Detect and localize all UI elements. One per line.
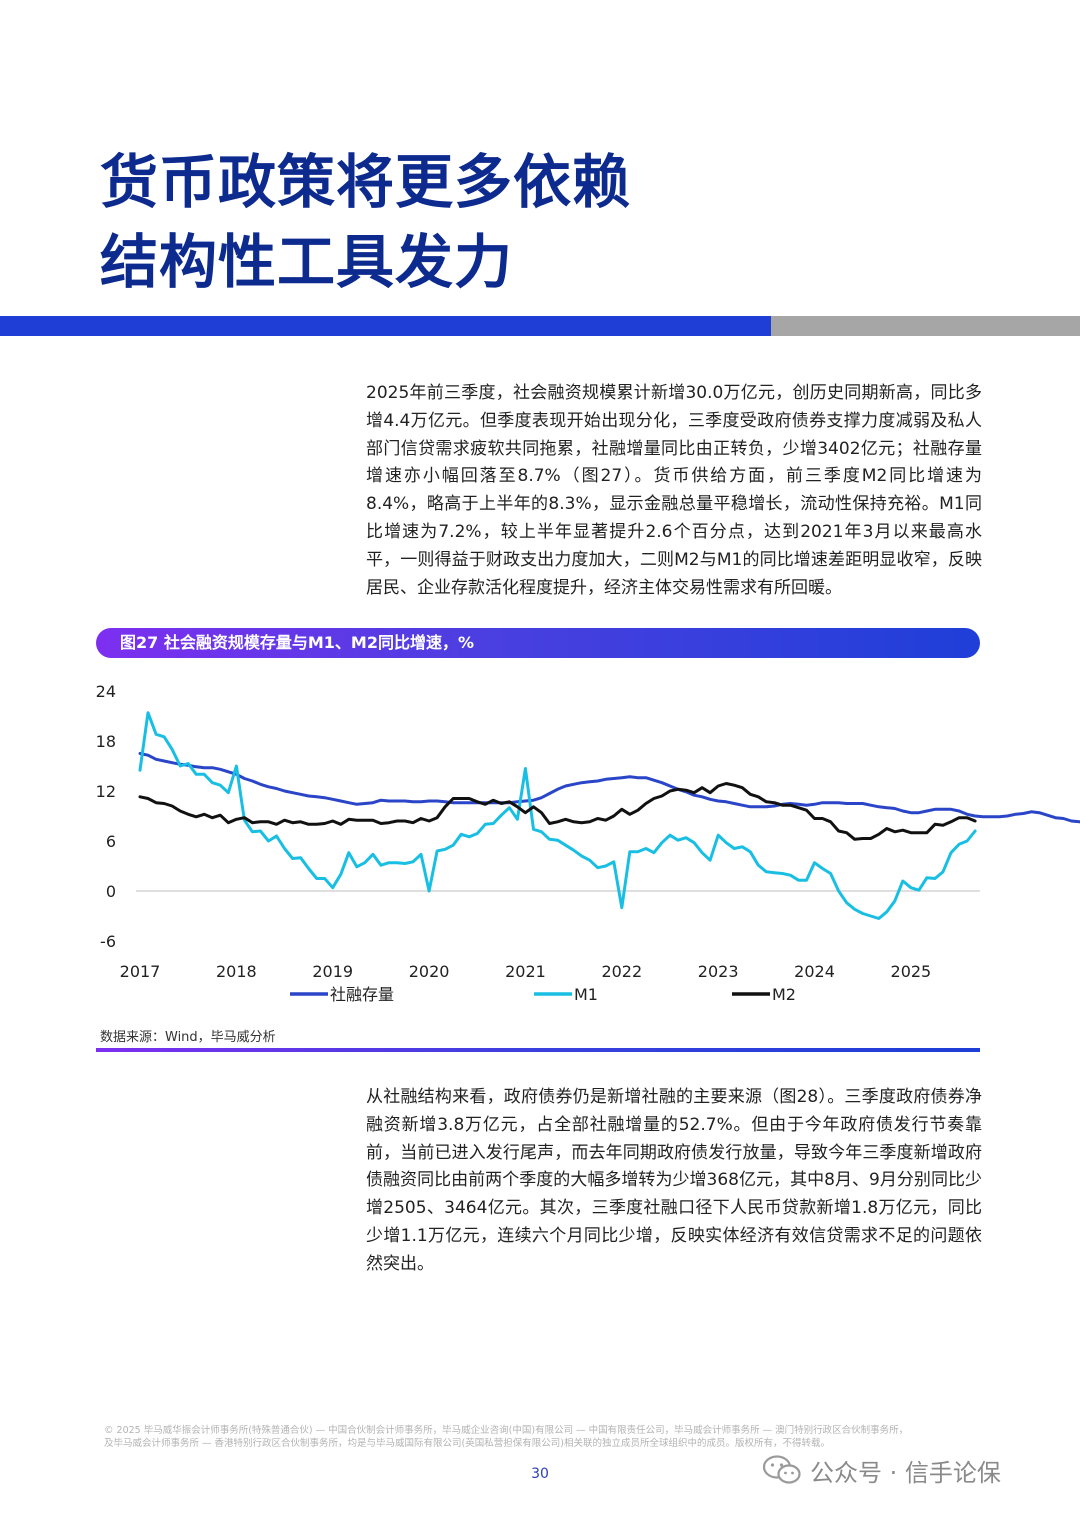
- x-tick-label: 2024: [794, 962, 835, 981]
- legend-label: M1: [574, 985, 598, 1004]
- x-tick-label: 2017: [120, 962, 161, 981]
- y-tick-label: 18: [96, 732, 116, 751]
- page-title-line-2: 结构性工具发力: [100, 228, 514, 296]
- page-title: 货币政策将更多依赖 结构性工具发力: [100, 142, 631, 302]
- header-divider-blue: [0, 316, 771, 336]
- page-title-line-1: 货币政策将更多依赖: [100, 148, 632, 216]
- page-number: 30: [531, 1466, 549, 1482]
- x-tick-label: 2021: [505, 962, 546, 981]
- legend-label: M2: [772, 985, 796, 1004]
- figure-bottom-rule: [96, 1048, 980, 1052]
- x-tick-label: 2019: [312, 962, 353, 981]
- series-line-1: [138, 752, 1080, 824]
- data-source-note: 数据来源：Wind，毕马威分析: [100, 1030, 276, 1045]
- figure-title: 图27 社会融资规模存量与M1、M2同比增速，%: [120, 633, 474, 652]
- header-divider-gray: [771, 316, 1080, 336]
- x-tick-label: 2020: [409, 962, 450, 981]
- copyright-line-1: © 2025 毕马威华振会计师事务所(特殊普通合伙) — 中国合伙制会计师事务所…: [104, 1425, 909, 1436]
- y-tick-label: 24: [96, 682, 116, 701]
- y-tick-label: 6: [106, 832, 116, 851]
- x-tick-label: 2025: [891, 962, 932, 981]
- series-line-2: [138, 711, 977, 920]
- series-line-3: [138, 782, 977, 841]
- wechat-icon: [762, 1455, 801, 1484]
- legend-label: 社融存量: [330, 985, 394, 1004]
- watermark-text: 公众号 · 信手论保: [810, 1458, 1001, 1487]
- y-tick-label: 12: [96, 782, 116, 801]
- x-tick-label: 2022: [601, 962, 642, 981]
- watermark: 公众号 · 信手论保: [762, 1450, 1001, 1490]
- x-tick-label: 2023: [698, 962, 739, 981]
- copyright-line-2: 及毕马威会计师事务所 — 香港特别行政区合伙制事务所，均是与毕马威国际有限公司(…: [104, 1438, 830, 1449]
- y-tick-label: -6: [100, 932, 116, 951]
- figure-title-banner: 图27 社会融资规模存量与M1、M2同比增速，%: [96, 628, 980, 658]
- body-paragraph-2: 从社融结构来看，政府债券仍是新增社融的主要来源（图28）。三季度政府债券净融资新…: [366, 1087, 982, 1274]
- copyright-footer: © 2025 毕马威华振会计师事务所(特殊普通合伙) — 中国合伙制会计师事务所…: [104, 1424, 984, 1450]
- x-tick-label: 2018: [216, 962, 257, 981]
- body-paragraph-1: 2025年前三季度，社会融资规模累计新增30.0万亿元，创历史同期新高，同比多增…: [366, 383, 982, 598]
- y-tick-label: 0: [106, 882, 116, 901]
